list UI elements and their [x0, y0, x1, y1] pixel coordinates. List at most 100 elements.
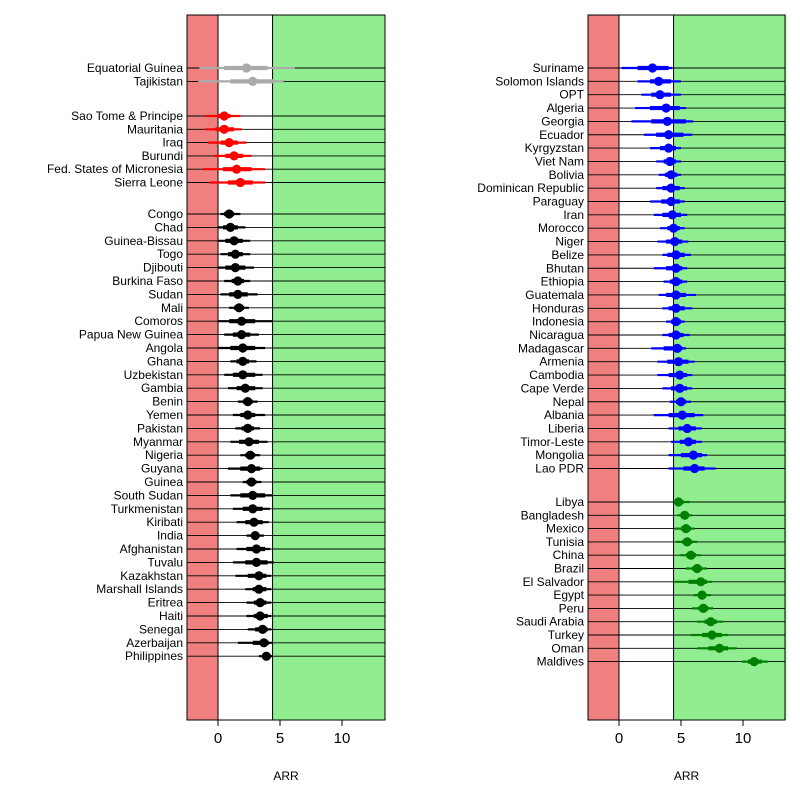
row-label: Nepal: [553, 395, 584, 409]
point-estimate: [670, 236, 680, 247]
row-label: Tajikistan: [134, 74, 183, 88]
point-estimate: [666, 170, 676, 180]
row-label: Algeria: [547, 101, 585, 115]
row-label: Marshall Islands: [96, 582, 183, 596]
row-label: Mexico: [546, 522, 584, 536]
point-estimate: [688, 450, 699, 460]
row-label: Timor-Leste: [520, 435, 584, 449]
x-tick-label: 10: [735, 730, 752, 747]
row-label: Turkmenistan: [111, 502, 183, 516]
row-label: Kiribati: [146, 515, 183, 529]
point-estimate: [690, 463, 700, 474]
point-estimate: [232, 164, 242, 174]
point-estimate: [714, 643, 725, 653]
row-label: Paraguay: [533, 195, 584, 209]
point-estimate: [666, 196, 676, 207]
point-estimate: [233, 276, 243, 286]
row-label: Guinea-Bissau: [104, 234, 183, 248]
point-estimate: [224, 138, 234, 148]
row-label: Benin: [152, 395, 183, 409]
row-label: Armenia: [539, 355, 584, 369]
row-label: China: [553, 548, 585, 562]
x-tick-label: 5: [276, 730, 284, 747]
row-label: Mongolia: [535, 448, 584, 462]
point-estimate: [229, 236, 239, 246]
row-label: Guatemala: [525, 288, 584, 302]
point-estimate: [647, 63, 658, 73]
row-label: Morocco: [538, 221, 584, 235]
x-axis: 0 5 10 ARR: [214, 720, 350, 783]
row-label: Comoros: [134, 314, 183, 328]
x-tick-label: 5: [677, 730, 685, 747]
point-estimate: [692, 563, 702, 574]
row-label: Georgia: [541, 114, 584, 128]
point-estimate: [664, 130, 674, 140]
row-label: Niger: [555, 235, 584, 249]
row-label: Congo: [148, 207, 184, 221]
point-estimate: [251, 557, 262, 568]
point-estimate: [225, 222, 235, 232]
row-label: Chad: [154, 220, 183, 234]
point-estimate: [661, 103, 671, 113]
point-estimate: [241, 63, 252, 73]
x-axis: 0 5 10 ARR: [615, 720, 752, 783]
point-estimate: [671, 317, 681, 327]
row-group-red: Sao Tome & PrincipeMauritaniaIraqBurundi…: [47, 109, 385, 190]
row-label: Equatorial Guinea: [87, 61, 183, 75]
target-region: [673, 15, 787, 720]
point-estimate: [676, 397, 686, 407]
row-label: Mali: [161, 301, 183, 315]
point-estimate: [671, 330, 681, 340]
x-tick-label: 0: [615, 730, 623, 747]
row-label: Brazil: [554, 562, 584, 576]
row-label: Ethiopia: [541, 275, 585, 289]
row-label: Belize: [551, 248, 584, 262]
row-label: Sao Tome & Principe: [71, 109, 183, 123]
point-estimate: [230, 249, 240, 259]
row-label: Mauritania: [127, 122, 183, 136]
row-label: Tunisia: [546, 535, 585, 549]
row-label: Cambodia: [529, 368, 584, 382]
point-estimate: [243, 397, 253, 407]
point-estimate: [671, 290, 681, 300]
x-axis-label: ARR: [273, 769, 299, 783]
row-label: Azerbaijan: [126, 636, 183, 650]
point-estimate: [255, 598, 265, 608]
row-label: Sierra Leone: [114, 176, 183, 190]
point-estimate: [255, 611, 265, 621]
point-estimate: [672, 343, 682, 353]
row-label: Bhutan: [546, 261, 584, 275]
row-label: El Salvador: [523, 575, 584, 589]
point-estimate: [697, 590, 707, 600]
row-label: Djibouti: [143, 261, 183, 275]
row-label: Angola: [146, 341, 184, 355]
point-estimate: [668, 223, 679, 233]
row-label: Guyana: [141, 462, 183, 476]
row-label: Saudi Arabia: [516, 615, 584, 629]
point-estimate: [675, 383, 685, 393]
x-tick-label: 0: [214, 730, 222, 747]
plot-frame: [587, 14, 786, 721]
point-estimate: [696, 577, 706, 587]
row-label: OPT: [559, 88, 584, 102]
point-estimate: [666, 183, 676, 193]
row-label: Indonesia: [532, 315, 584, 329]
row-label: Kyrgyzstan: [525, 141, 584, 155]
point-estimate: [706, 617, 716, 627]
point-estimate: [219, 124, 229, 134]
point-estimate: [259, 638, 269, 648]
row-label: Maldives: [537, 655, 584, 669]
row-label: Papua New Guinea: [79, 328, 183, 342]
point-estimate: [243, 410, 253, 420]
row-group-green: LibyaBangladeshMexicoTunisiaChinaBrazilE…: [516, 495, 785, 669]
point-estimate: [244, 437, 254, 447]
point-estimate: [248, 504, 258, 514]
point-estimate: [234, 303, 244, 313]
point-estimate: [655, 90, 665, 100]
point-estimate: [682, 423, 692, 434]
point-estimate: [248, 490, 258, 500]
point-estimate: [671, 250, 681, 260]
row-label: Yemen: [146, 408, 183, 422]
point-estimate: [686, 550, 696, 560]
